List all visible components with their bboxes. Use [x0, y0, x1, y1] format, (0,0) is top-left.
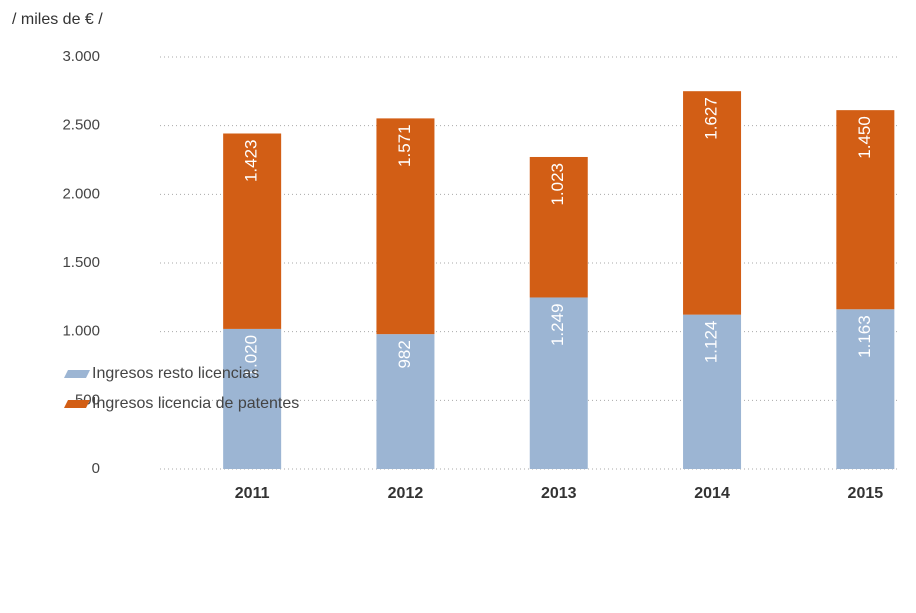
- value-label: 982: [395, 340, 414, 368]
- value-label: 1.023: [548, 163, 567, 206]
- value-label: 1.249: [548, 303, 567, 346]
- bar-segment: [223, 133, 282, 329]
- legend-swatch: [64, 400, 90, 408]
- bar-segment: [836, 110, 895, 310]
- value-label: 1.450: [855, 116, 874, 159]
- bar-segment: [376, 118, 435, 335]
- value-label: 1.124: [702, 321, 721, 364]
- bar-segment: [376, 334, 435, 469]
- bar-segment: [529, 156, 588, 298]
- x-tick-label: 2014: [694, 485, 730, 502]
- value-label: 1.163: [855, 315, 874, 358]
- bar-segment: [836, 309, 895, 469]
- x-tick-label: 2012: [388, 485, 424, 502]
- value-label: 1.571: [395, 124, 414, 167]
- y-tick-label: 0: [92, 460, 100, 477]
- legend-label: Ingresos licencia de patentes: [92, 395, 299, 412]
- value-label: 1.020: [242, 335, 261, 378]
- y-tick-label: 1.500: [62, 254, 100, 271]
- bar-segment: [223, 328, 282, 469]
- legend-label: Ingresos resto licencias: [92, 365, 259, 382]
- x-tick-label: 2011: [235, 485, 270, 502]
- y-tick-label: 2.000: [62, 185, 100, 202]
- y-tick-label: 2.500: [62, 117, 100, 134]
- bar-segment: [529, 297, 588, 469]
- y-tick-label: 1.000: [62, 323, 100, 340]
- y-axis-label: / miles de € /: [12, 11, 103, 28]
- x-tick-label: 2015: [848, 485, 884, 502]
- y-tick-label: 3.000: [62, 48, 100, 65]
- x-tick-label: 2013: [541, 485, 577, 502]
- bar-segment: [683, 314, 742, 469]
- bar-segment: [683, 91, 742, 315]
- legend-swatch: [64, 370, 90, 378]
- value-label: 1.423: [242, 139, 261, 182]
- value-label: 1.627: [702, 97, 721, 140]
